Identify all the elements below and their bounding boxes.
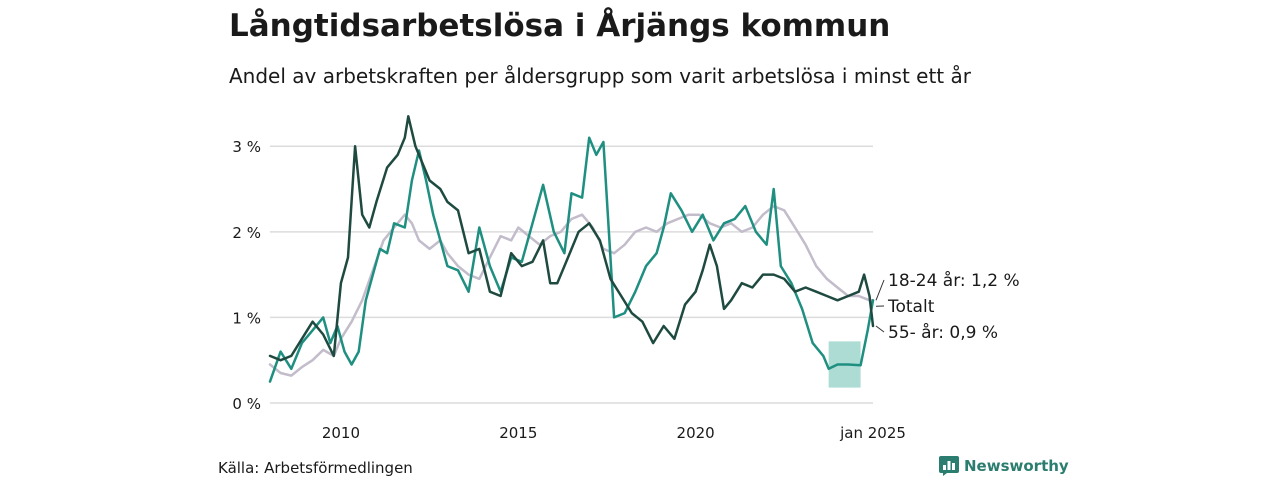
chart-title: Långtidsarbetslösa i Årjängs kommun [229,8,891,44]
x-tick-label: 2010 [322,424,360,442]
y-tick-label: 2 % [232,224,261,242]
y-tick-label: 3 % [232,138,261,156]
y-axis-ticks: 0 % 1 % 2 % 3 % [232,138,261,413]
x-tick-label: jan 2025 [839,424,906,442]
x-tick-label: 2015 [499,424,537,442]
end-label: 55- år: 0,9 % [888,322,998,343]
x-axis-ticks: 2010 2015 2020 jan 2025 [322,424,906,442]
grid-lines [270,145,873,404]
series-line-55-r [268,115,875,362]
y-tick-label: 0 % [232,395,261,413]
series-line-18-24-r [268,136,875,383]
newsworthy-logo-text: Newsworthy [964,457,1069,475]
x-tick-label: 2020 [677,424,715,442]
end-label: 18-24 år: 1,2 % [888,270,1020,291]
end-label-connector [875,279,885,301]
source-note: Källa: Arbetsförmedlingen [218,459,413,477]
end-labels: 18-24 år: 1,2 % Totalt 55- år: 0,9 % [875,270,1020,343]
newsworthy-logo[interactable]: Newsworthy [939,456,1069,476]
end-label-connector [875,325,885,333]
series-lines [268,115,875,383]
chart-subtitle: Andel av arbetskraften per åldersgrupp s… [229,64,971,88]
newsworthy-logo-icon [939,456,959,476]
end-label: Totalt [887,297,935,317]
y-tick-label: 1 % [232,309,261,327]
